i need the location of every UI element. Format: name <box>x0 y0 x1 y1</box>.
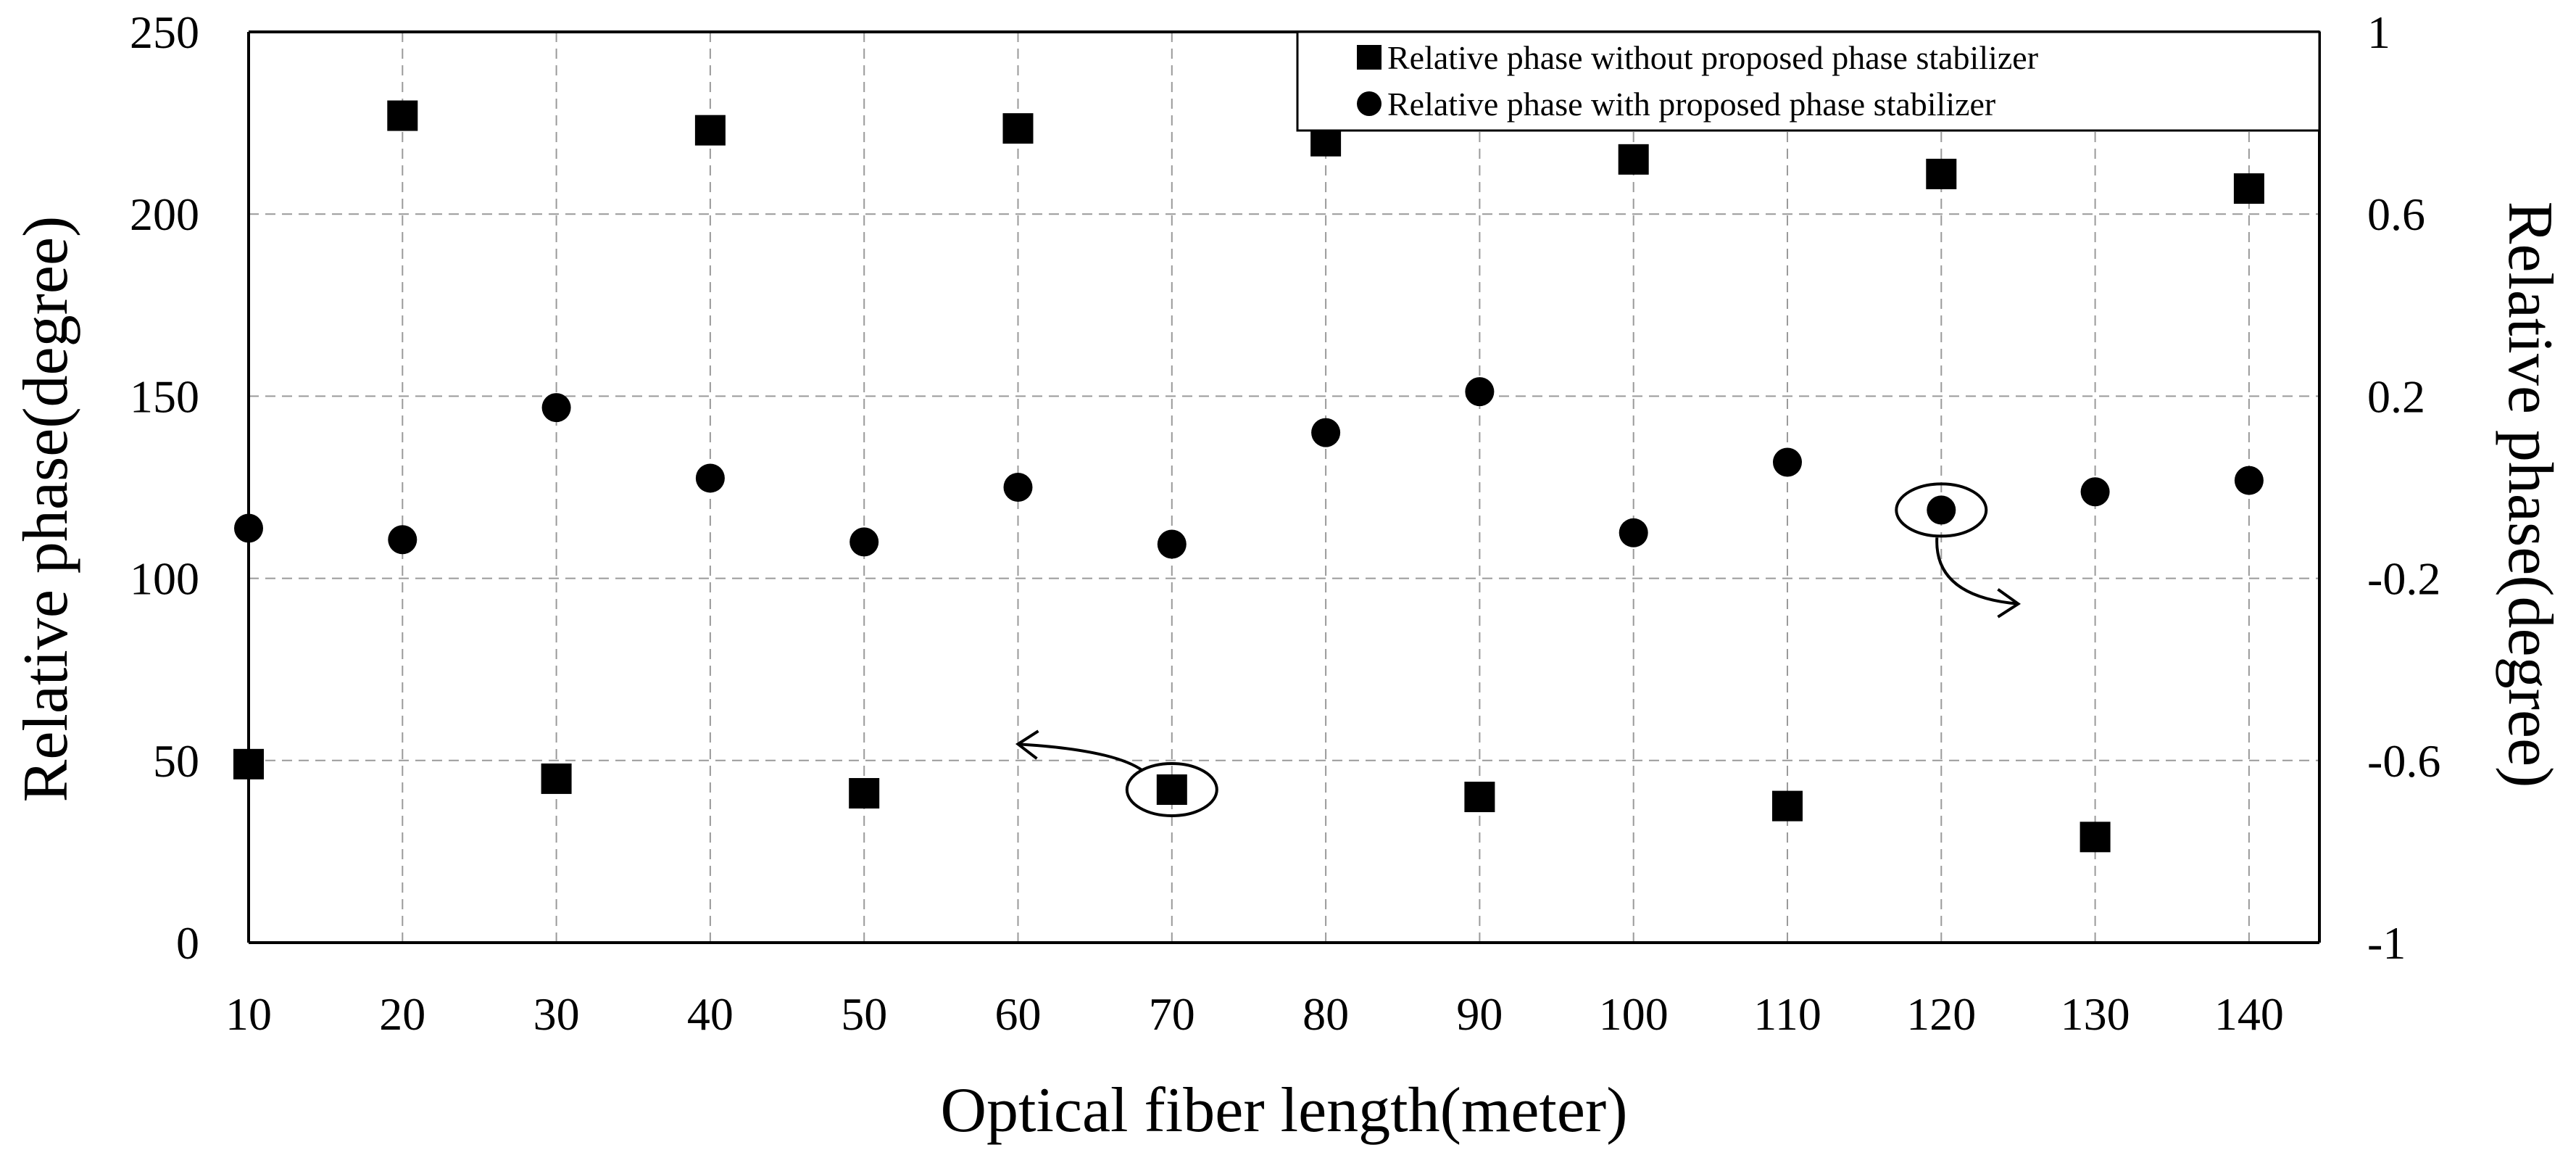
square-point-without-stabilizer <box>1618 144 1649 175</box>
square-point-without-stabilizer <box>694 115 726 146</box>
x-tick-label: 60 <box>995 988 1042 1040</box>
left-y-tick-label: 150 <box>130 371 199 422</box>
square-point-without-stabilizer <box>541 763 572 794</box>
square-point-without-stabilizer <box>2080 822 2111 853</box>
x-tick-label: 120 <box>1906 988 1976 1040</box>
x-tick-label: 80 <box>1302 988 1349 1040</box>
left-y-tick-label: 200 <box>130 189 199 240</box>
circle-point-with-stabilizer <box>1773 447 1802 477</box>
right-y-tick-label: 0.2 <box>2367 371 2425 422</box>
circle-point-with-stabilizer <box>695 463 725 493</box>
annotations <box>1015 482 2022 817</box>
legend-circle-marker <box>1357 91 1382 116</box>
annotation-ellipse-right <box>1895 482 1988 538</box>
left-y-tick-label: 50 <box>153 735 199 787</box>
left-y-tick-label: 100 <box>130 553 199 605</box>
x-tick-label: 100 <box>1599 988 1669 1040</box>
legend-square-marker <box>1357 45 1382 70</box>
data-marks <box>233 100 2264 853</box>
circle-point-with-stabilizer <box>234 513 263 543</box>
x-tick-label: 70 <box>1149 988 1195 1040</box>
right-y-tick-label: -0.2 <box>2367 553 2440 605</box>
grid <box>249 31 2319 943</box>
right-y-tick-label: -0.6 <box>2367 735 2440 787</box>
circle-point-with-stabilizer <box>849 527 879 557</box>
square-point-without-stabilizer <box>1156 774 1187 805</box>
circle-point-with-stabilizer <box>541 393 571 423</box>
right-y-tick-label: -1 <box>2367 917 2406 969</box>
circle-point-with-stabilizer <box>2080 477 2110 507</box>
annotation-arrow-left <box>1018 743 1144 772</box>
right-y-tick-label: 1 <box>2367 7 2390 58</box>
x-tick-label: 30 <box>533 988 580 1040</box>
right-y-axis-title: Relative phase(degree) <box>2495 202 2565 788</box>
annotation-ellipse-left <box>1125 761 1218 817</box>
x-tick-label: 130 <box>2061 988 2130 1040</box>
square-point-without-stabilizer <box>1772 790 1803 822</box>
x-tick-label: 110 <box>1753 988 1821 1040</box>
square-point-without-stabilizer <box>387 100 418 131</box>
x-tick-label: 20 <box>379 988 425 1040</box>
legend: Relative phase without proposed phase st… <box>1296 30 2321 132</box>
square-point-without-stabilizer <box>2233 173 2264 204</box>
circle-point-with-stabilizer <box>1311 418 1341 447</box>
x-tick-label: 140 <box>2214 988 2284 1040</box>
x-tick-label: 50 <box>841 988 887 1040</box>
circle-point-with-stabilizer <box>1157 529 1187 559</box>
annotation-arrowhead-left <box>1015 729 1039 760</box>
left-y-tick-label: 250 <box>130 7 199 58</box>
x-tick-label: 10 <box>225 988 272 1040</box>
x-tick-label: 90 <box>1456 988 1503 1040</box>
left-y-axis-title: Relative phase(degree) <box>11 216 81 803</box>
square-point-without-stabilizer <box>849 778 880 809</box>
circle-point-with-stabilizer <box>1003 473 1033 502</box>
legend-entry-without-stabilizer: Relative phase without proposed phase st… <box>1387 39 2038 76</box>
legend-box <box>1296 30 2321 132</box>
circle-point-with-stabilizer <box>388 525 417 555</box>
x-tick-label: 40 <box>687 988 734 1040</box>
annotation-arrow-right <box>1935 537 2019 605</box>
right-y-tick-label: 0.6 <box>2367 189 2425 240</box>
tick-labels: 10 20 30 40 50 60 70 80 90 100 110 120 130 140 0 50 100 1… <box>130 7 2440 1040</box>
annotation-arrowhead-right <box>1997 588 2022 619</box>
circle-point-with-stabilizer <box>1619 518 1648 547</box>
axes <box>247 30 2321 944</box>
square-point-without-stabilizer <box>1926 158 1957 189</box>
square-point-without-stabilizer <box>1464 782 1495 813</box>
x-axis-title: Optical fiber length(meter) <box>940 1075 1627 1146</box>
circle-point-with-stabilizer <box>1465 377 1495 407</box>
square-point-without-stabilizer <box>233 748 264 779</box>
circle-point-with-stabilizer <box>2234 466 2264 495</box>
left-y-tick-label: 0 <box>176 917 199 969</box>
circle-point-with-stabilizer <box>1927 495 1956 525</box>
square-point-without-stabilizer <box>1002 113 1034 144</box>
legend-entry-with-stabilizer: Relative phase with proposed phase stabi… <box>1387 86 1995 123</box>
